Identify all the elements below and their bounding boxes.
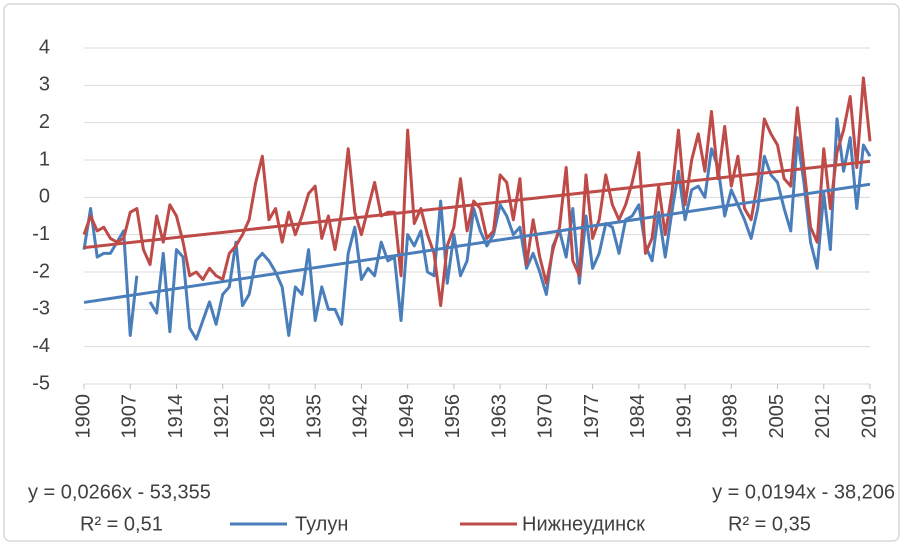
x-tick-label: 1991	[673, 394, 695, 439]
x-tick-label: 1963	[488, 394, 510, 439]
y-tick-label: 1	[39, 148, 50, 170]
x-tick-label: 1907	[119, 394, 141, 439]
x-tick-label: 1970	[535, 394, 557, 439]
x-tick-label: 1942	[350, 394, 372, 439]
y-tick-label: -2	[32, 260, 50, 282]
trend-line	[83, 159, 871, 250]
y-tick-label: -4	[32, 335, 50, 357]
x-tick-label: 1935	[303, 394, 325, 439]
trend-r2: R² = 0,51	[80, 513, 163, 535]
x-tick-label: 1956	[442, 394, 464, 439]
y-tick-label: -5	[32, 372, 50, 394]
x-tick-label: 1914	[165, 394, 187, 439]
x-tick-label: 2019	[858, 394, 880, 439]
x-tick-label: 1984	[627, 394, 649, 439]
y-tick-label: -3	[32, 298, 50, 320]
y-tick-label: 2	[39, 111, 50, 133]
trend-equation: y = 0,0266x - 53,355	[28, 481, 211, 503]
x-tick-label: 2005	[766, 394, 788, 439]
trend-r2: R² = 0,35	[728, 513, 811, 535]
y-tick-label: 0	[39, 186, 50, 208]
y-tick-label: 4	[39, 36, 50, 58]
data-line	[82, 117, 872, 341]
x-tick-label: 1921	[211, 394, 233, 439]
y-tick-label: 3	[39, 74, 50, 96]
legend-label: Нижнеудинск	[522, 513, 645, 535]
legend-label: Тулун	[295, 513, 348, 535]
x-tick-label: 1928	[257, 394, 279, 439]
trend-equation: y = 0,0194x - 38,206	[712, 481, 895, 503]
x-tick-label: 1977	[581, 394, 603, 439]
x-tick-label: 1900	[72, 394, 94, 439]
trend-line	[83, 182, 871, 304]
x-tick-label: 2012	[812, 394, 834, 439]
x-tick-label: 1949	[396, 394, 418, 439]
x-tick-label: 1998	[720, 394, 742, 439]
y-tick-label: -1	[32, 223, 50, 245]
